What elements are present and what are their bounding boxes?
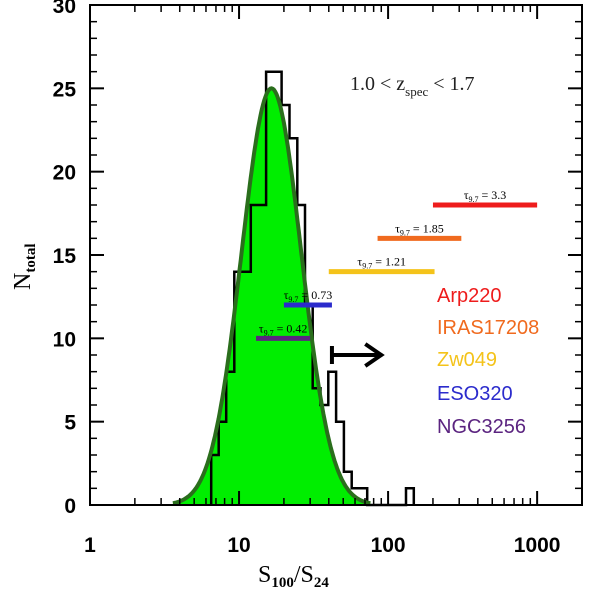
y-tick-label: 5 (64, 412, 76, 435)
template-bars-layer: τ9.7 = 3.3 Arp220 τ9.7 = 1.85 IRAS17208 τ9.7… (256, 188, 539, 438)
y-axis-title: Ntotal (10, 243, 39, 290)
histogram-bin (313, 388, 321, 505)
histogram-bin (211, 455, 219, 505)
y-tick-label: 25 (53, 78, 77, 101)
y-tick-label: 0 (64, 495, 76, 518)
y-tick-label: 15 (53, 245, 77, 268)
x-tick-label: 100 (371, 534, 406, 557)
x-axis-title: S100/S24 (258, 562, 329, 590)
legend-entry: ESO320 (437, 383, 513, 405)
arrow-head (364, 342, 385, 368)
gaussian-curve-layer (172, 86, 371, 506)
legend-entry: Zw049 (437, 349, 497, 371)
y-tick-label: 20 (53, 162, 76, 185)
legend-entry: NGC3256 (437, 416, 526, 438)
x-tick-label: 10 (227, 534, 250, 557)
y-tick-label: 10 (53, 328, 76, 351)
y-tick-label: 30 (53, 0, 76, 18)
x-tick-label: 1 (84, 534, 96, 557)
redshift-annotation: 1.0 < zspec < 1.7 (350, 73, 475, 99)
tau-label: τ9.7 = 1.21 (357, 255, 406, 271)
histogram-bin (406, 488, 414, 505)
x-tick-label: 1000 (514, 534, 561, 557)
histogram-bin (226, 372, 234, 505)
histogram-bin (251, 205, 259, 505)
legend-entry: Arp220 (437, 285, 502, 307)
tau-label: τ9.7 = 1.85 (395, 221, 444, 237)
axes-layer: 1 10 100 1000 0 5 10 15 20 25 30 (53, 0, 583, 557)
gaussian-curve (172, 86, 371, 506)
histogram-bin (242, 272, 251, 505)
tau-label: τ9.7 = 3.3 (464, 188, 507, 204)
histogram-bin (258, 205, 266, 505)
histogram-bin (266, 72, 274, 505)
tau-label: τ9.7 = 0.42 (259, 321, 308, 337)
lower-limit-arrow-layer (329, 342, 385, 368)
histogram-bin (274, 72, 282, 505)
histogram-bin (219, 422, 227, 505)
tau-label: τ9.7 = 0.73 (284, 288, 333, 304)
legend-entry: IRAS17208 (437, 317, 539, 339)
